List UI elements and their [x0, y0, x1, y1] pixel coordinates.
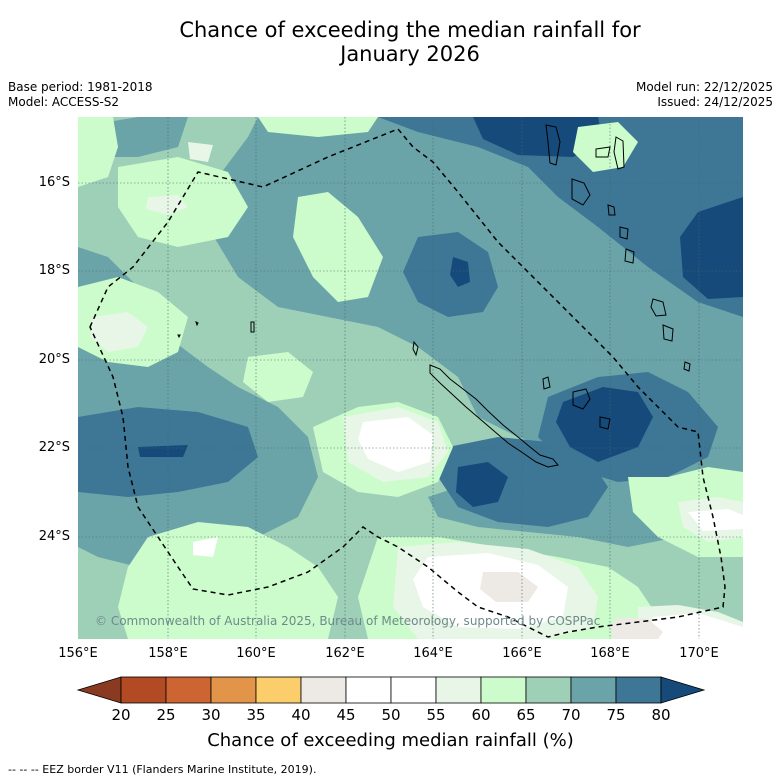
- lon-label-164e: 164°E: [413, 646, 453, 661]
- copyright-notice: © Commonwealth of Australia 2025, Bureau…: [95, 614, 601, 628]
- lon-label-168e: 168°E: [590, 646, 630, 661]
- cbar-tick-70: 70: [561, 706, 581, 724]
- cbar-tick-30: 30: [201, 706, 221, 724]
- cbar-segment: [255, 676, 302, 704]
- map-title: Chance of exceeding the median rainfall …: [0, 18, 781, 66]
- cbar-tick-45: 45: [336, 706, 356, 724]
- cbar-tick-80: 80: [651, 706, 671, 724]
- cbar-segment: [480, 676, 527, 704]
- colorbar: [76, 676, 706, 704]
- cbar-tick-35: 35: [246, 706, 266, 724]
- cbar-segment: [525, 676, 572, 704]
- vanuatu-coastline: [545, 124, 691, 372]
- lon-label-158e: 158°E: [148, 646, 188, 661]
- cbar-tick-50: 50: [381, 706, 401, 724]
- lat-label-16s: 16°S: [38, 175, 70, 190]
- cbar-segment: [165, 676, 212, 704]
- lat-label-18s: 18°S: [38, 263, 70, 278]
- rainfall-map: [78, 117, 743, 639]
- lon-label-156e: 156°E: [58, 646, 98, 661]
- small-islands: [177, 321, 419, 357]
- title-line-2: January 2026: [340, 42, 480, 66]
- cbar-segment: [120, 676, 167, 704]
- lat-label-20s: 20°S: [38, 352, 70, 367]
- cbar-tick-55: 55: [426, 706, 446, 724]
- cbar-tick-20: 20: [111, 706, 131, 724]
- cbar-tick-40: 40: [291, 706, 311, 724]
- meta-left: Base period: 1981-2018 Model: ACCESS-S2: [8, 80, 153, 110]
- model-run: Model run: 22/12/2025: [635, 80, 773, 94]
- colorbar-segments: [76, 676, 706, 704]
- map-canvas: [78, 117, 743, 639]
- eez-border: [89, 128, 726, 638]
- eez-legend-footer: -- -- -- EEZ border V11 (Flanders Marine…: [8, 763, 317, 776]
- lon-label-166e: 166°E: [502, 646, 542, 661]
- cbar-segment: [390, 676, 437, 704]
- contour-80-plus: [138, 117, 743, 507]
- meta-right: Model run: 22/12/2025 Issued: 24/12/2025: [636, 80, 773, 110]
- cbar-extend-low: [76, 676, 122, 704]
- cbar-extend-high: [660, 676, 706, 704]
- cbar-segment: [435, 676, 482, 704]
- cbar-tick-25: 25: [156, 706, 176, 724]
- cbar-segment: [210, 676, 257, 704]
- contour-40-45: [480, 572, 663, 639]
- cbar-segment: [345, 676, 392, 704]
- model-name: Model: ACCESS-S2: [8, 95, 120, 109]
- lat-label-22s: 22°S: [38, 440, 70, 455]
- cbar-tick-65: 65: [516, 706, 536, 724]
- lon-label-162e: 162°E: [325, 646, 365, 661]
- cbar-segment: [615, 676, 662, 704]
- issued-date: Issued: 24/12/2025: [657, 95, 773, 109]
- cbar-segment: [300, 676, 347, 704]
- title-line-1: Chance of exceeding the median rainfall …: [179, 18, 641, 42]
- new-caledonia-coastline: [429, 364, 559, 468]
- loyalty-islands-coastline: [542, 376, 611, 430]
- cbar-tick-60: 60: [471, 706, 491, 724]
- cbar-tick-75: 75: [606, 706, 626, 724]
- lat-label-24s: 24°S: [38, 529, 70, 544]
- cbar-segment: [570, 676, 617, 704]
- colorbar-label: Chance of exceeding median rainfall (%): [207, 730, 574, 751]
- lon-label-170e: 170°E: [679, 646, 719, 661]
- base-period: Base period: 1981-2018: [8, 80, 153, 94]
- lon-label-160e: 160°E: [236, 646, 276, 661]
